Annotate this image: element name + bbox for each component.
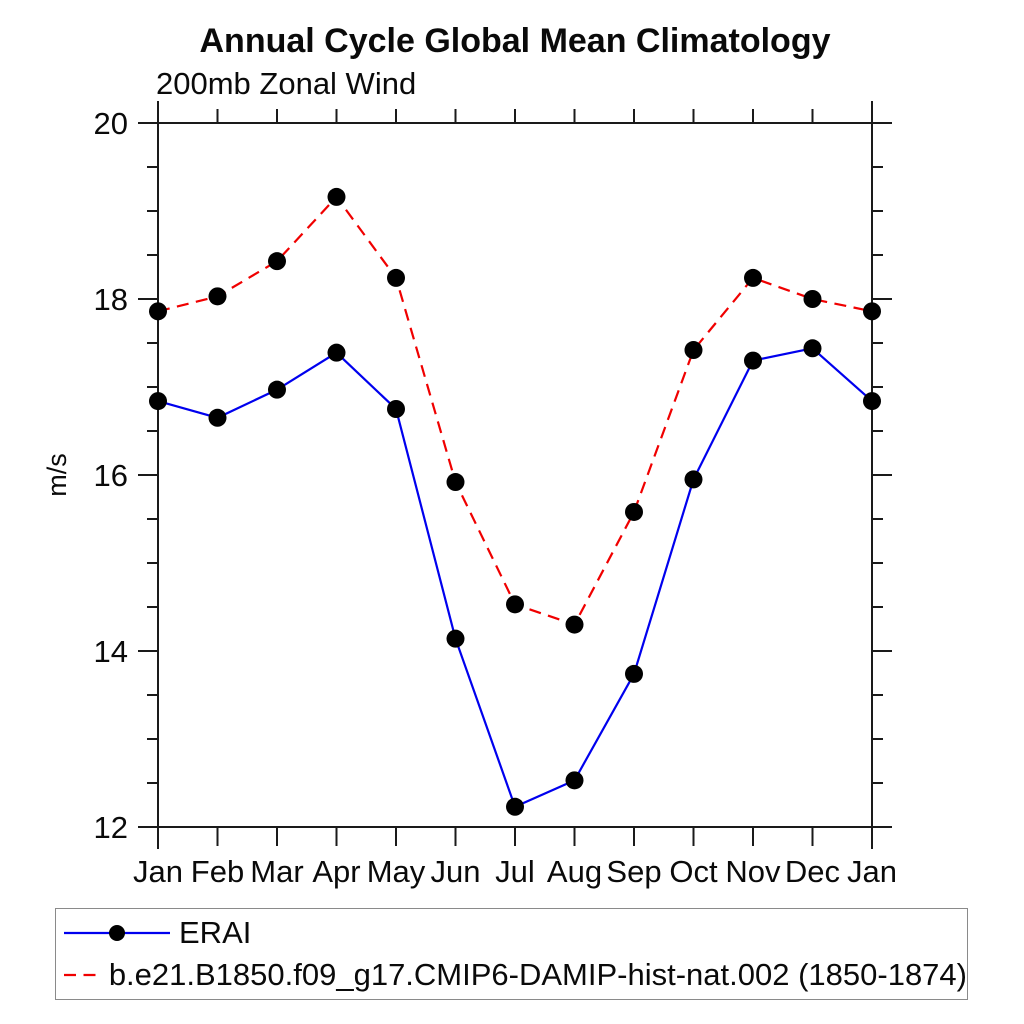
erai-marker <box>803 339 822 358</box>
x-tick-label: Jul <box>495 854 535 889</box>
erai-marker <box>506 797 524 816</box>
model-marker <box>208 287 227 306</box>
erai-marker <box>327 343 346 362</box>
model-marker <box>863 302 881 321</box>
model-marker <box>268 252 286 271</box>
x-tick-label: Nov <box>725 854 781 889</box>
x-tick-label: Aug <box>547 854 602 889</box>
x-tick-label: Mar <box>250 854 303 889</box>
y-tick-label: 16 <box>94 458 128 493</box>
model-marker <box>625 502 643 521</box>
erai-marker <box>387 400 405 418</box>
erai-marker <box>565 771 584 790</box>
erai-marker <box>684 470 703 489</box>
x-tick-label: Feb <box>191 854 244 889</box>
y-tick-label: 12 <box>94 810 128 845</box>
chart-title: Annual Cycle Global Mean Climatology <box>199 22 831 60</box>
erai-marker <box>446 629 465 648</box>
legend-box: ERAI b.e21.B1850.f09_g17.CMIP6-DAMIP-his… <box>55 908 968 1000</box>
model-marker <box>327 187 346 206</box>
legend-label-erai: ERAI <box>179 914 252 950</box>
legend-label-model: b.e21.B1850.f09_g17.CMIP6-DAMIP-hist-nat… <box>108 957 967 993</box>
model-marker <box>149 302 167 321</box>
model-marker <box>506 595 524 614</box>
model-marker <box>446 473 465 492</box>
series-lines <box>157 195 873 809</box>
series-markers <box>149 187 881 816</box>
model-marker <box>684 341 703 360</box>
x-tick-label: Jan <box>133 854 183 889</box>
legend-sample-line-erai <box>64 924 170 941</box>
legend-item-erai: ERAI <box>61 914 967 952</box>
erai-marker <box>744 351 762 370</box>
y-axis-label: m/s <box>42 453 72 497</box>
erai-marker <box>268 380 286 399</box>
plot-frame <box>157 122 873 828</box>
x-tick-label: Jun <box>431 854 481 889</box>
y-tick-label: 18 <box>94 282 128 317</box>
legend-item-model: b.e21.B1850.f09_g17.CMIP6-DAMIP-hist-nat… <box>61 956 967 994</box>
x-tick-label: Sep <box>606 854 661 889</box>
model-marker <box>803 290 822 308</box>
erai-marker <box>208 408 227 427</box>
axis-ticks <box>138 101 892 849</box>
y-tick-label: 20 <box>94 106 128 141</box>
model-marker <box>387 268 405 287</box>
erai-marker <box>863 392 881 411</box>
legend-sample-line-model <box>64 974 103 977</box>
legend-sample-marker <box>109 924 125 941</box>
x-tick-label: Dec <box>785 854 840 889</box>
model-line <box>157 195 873 626</box>
erai-line <box>157 347 873 809</box>
model-marker <box>744 268 762 287</box>
erai-marker <box>149 392 167 411</box>
y-tick-label: 14 <box>94 634 128 669</box>
erai-marker <box>625 664 643 683</box>
x-tick-label: Oct <box>669 854 718 889</box>
x-tick-label: May <box>367 854 426 889</box>
chart-subtitle: 200mb Zonal Wind <box>156 66 417 101</box>
x-tick-label: Jan <box>847 854 897 889</box>
x-tick-label: Apr <box>312 854 360 889</box>
model-marker <box>565 615 584 634</box>
axis-tick-labels: Jan Feb Mar Apr May Jun Jul Aug Sep Oct Nov Dec Jan1… <box>94 106 897 889</box>
